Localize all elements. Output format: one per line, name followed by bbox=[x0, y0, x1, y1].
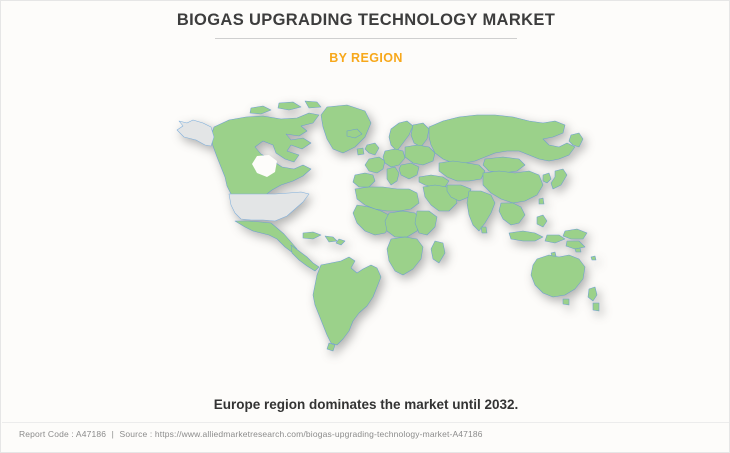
region-mexico bbox=[234, 220, 298, 254]
region-west-africa bbox=[352, 204, 392, 236]
region-scandinavia bbox=[388, 120, 414, 152]
page-subtitle: BY REGION bbox=[329, 51, 403, 65]
region-greenland bbox=[320, 104, 372, 154]
region-mongolia bbox=[482, 156, 526, 174]
region-united-states bbox=[228, 191, 310, 222]
region-sri-lanka bbox=[480, 226, 488, 234]
region-china bbox=[482, 170, 544, 204]
report-code: Report Code : A47186 bbox=[19, 429, 107, 439]
region-poland-ukraine bbox=[404, 144, 436, 166]
region-italy bbox=[386, 166, 400, 186]
region-patagonia-tip bbox=[326, 342, 336, 352]
region-southern-africa bbox=[386, 236, 424, 276]
chart-caption: Europe region dominates the market until… bbox=[213, 397, 519, 412]
region-australia bbox=[530, 254, 586, 298]
region-central-america bbox=[290, 244, 320, 272]
region-kamchatka bbox=[568, 132, 584, 148]
region-finland-baltic bbox=[410, 122, 430, 148]
region-uk-ireland bbox=[356, 142, 380, 156]
region-tasmania bbox=[562, 298, 570, 306]
map-land-layer bbox=[176, 100, 600, 352]
region-east-africa bbox=[414, 210, 438, 236]
region-arctic-islands bbox=[249, 100, 322, 115]
region-central-asia bbox=[438, 160, 486, 182]
world-map bbox=[151, 93, 601, 365]
source-url: Source : https://www.alliedmarketresearc… bbox=[119, 429, 483, 439]
region-india bbox=[466, 190, 496, 232]
region-south-america bbox=[312, 256, 382, 346]
footer-separator: | bbox=[111, 429, 114, 439]
region-hudson-bay bbox=[252, 155, 277, 177]
region-pacific-islands bbox=[550, 247, 597, 261]
region-germany-centraleurope bbox=[382, 148, 406, 168]
region-balkans bbox=[398, 162, 420, 180]
region-southeast-asia bbox=[498, 202, 526, 226]
region-madagascar bbox=[430, 240, 446, 264]
region-new-zealand bbox=[587, 286, 600, 312]
region-alaska bbox=[176, 119, 215, 147]
region-papua-new-guinea bbox=[562, 228, 588, 240]
world-map-svg bbox=[176, 100, 600, 352]
region-north-africa bbox=[354, 186, 420, 212]
footer-meta: Report Code : A47186 | Source : https://… bbox=[19, 429, 483, 439]
region-france bbox=[364, 156, 386, 174]
region-korea-japan bbox=[542, 168, 568, 190]
region-iberia bbox=[352, 172, 376, 188]
region-iceland bbox=[346, 128, 363, 139]
region-central-africa bbox=[384, 210, 422, 238]
page-title: BIOGAS UPGRADING TECHNOLOGY MARKET bbox=[176, 11, 556, 29]
region-russia bbox=[428, 114, 576, 164]
region-iran bbox=[446, 184, 472, 202]
title-divider bbox=[215, 38, 517, 39]
region-taiwan bbox=[538, 197, 545, 205]
region-caribbean bbox=[302, 231, 346, 246]
region-philippines bbox=[536, 214, 548, 228]
footer-divider bbox=[2, 422, 729, 423]
